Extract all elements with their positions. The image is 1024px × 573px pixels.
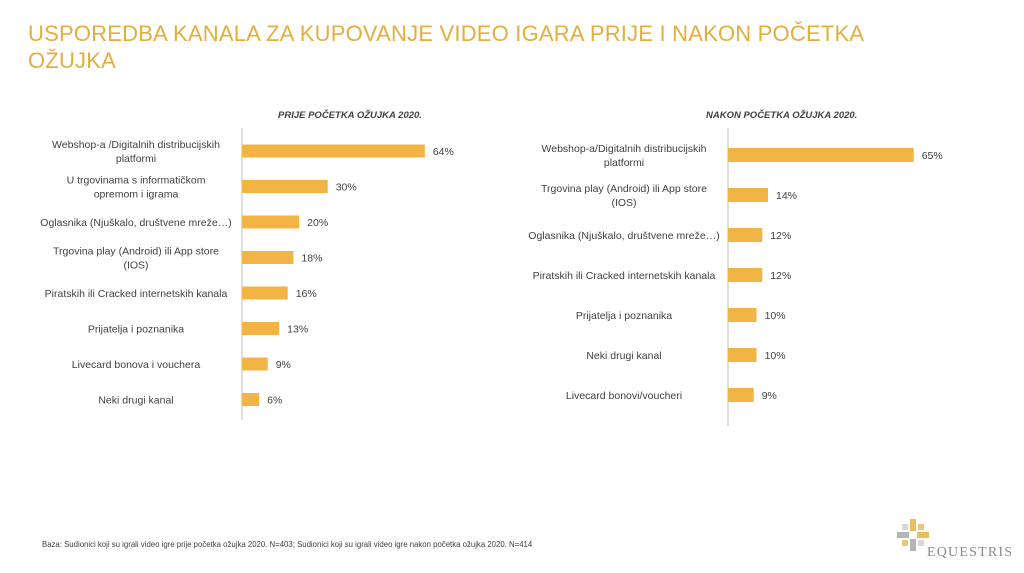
category-label: Piratskih ili Cracked internetskih kanal… bbox=[45, 288, 228, 300]
category-label: Trgovina play (Android) ili App store (IO… bbox=[53, 246, 219, 272]
bar-1-4 bbox=[728, 308, 757, 322]
chart-title-after: NAKON POČETKA OŽUJKA 2020. bbox=[706, 110, 858, 121]
chart-title-before: PRIJE POČETKA OŽUJKA 2020. bbox=[278, 110, 422, 121]
category-label: Neki drugi kanal bbox=[98, 395, 173, 407]
value-label: 9% bbox=[762, 390, 777, 402]
value-label: 13% bbox=[287, 324, 308, 336]
value-label: 20% bbox=[307, 217, 328, 229]
bar-0-6 bbox=[242, 357, 268, 371]
bar-1-6 bbox=[728, 388, 754, 402]
footnote: Baza: Sudionici koji su igrali video igr… bbox=[42, 540, 533, 549]
bar-0-3 bbox=[242, 251, 294, 264]
value-label: 10% bbox=[765, 350, 786, 362]
bar-0-5 bbox=[242, 322, 280, 335]
bar-1-5 bbox=[728, 348, 757, 362]
category-label: Livecard bonova i vouchera bbox=[72, 359, 201, 371]
category-label: Webshop-a /Digitalnih distribucijskih pla… bbox=[52, 139, 220, 165]
equestris-logo bbox=[897, 519, 929, 551]
category-label: Livecard bonovi/voucheri bbox=[566, 390, 682, 402]
value-label: 12% bbox=[770, 270, 791, 282]
bar-0-4 bbox=[242, 286, 288, 300]
category-label: Neki drugi kanal bbox=[586, 350, 661, 362]
value-label: 9% bbox=[276, 359, 291, 371]
value-label: 64% bbox=[433, 146, 454, 158]
category-label: Webshop-a/Digitalnih distribucijskih plat… bbox=[542, 143, 707, 169]
page-title: USPOREDBA KANALA ZA KUPOVANJE VIDEO IGAR… bbox=[28, 21, 863, 73]
value-label: 12% bbox=[770, 230, 791, 242]
chart-after: Webshop-a/Digitalnih distribucijskih plat… bbox=[528, 128, 943, 426]
category-label: Prijatelja i poznanika bbox=[88, 324, 184, 336]
bar-0-7 bbox=[242, 393, 260, 406]
category-label: Prijatelja i poznanika bbox=[576, 310, 672, 322]
chart-before: Webshop-a /Digitalnih distribucijskih pla… bbox=[40, 128, 454, 420]
bar-0-2 bbox=[242, 215, 300, 229]
bar-1-0 bbox=[728, 148, 914, 162]
value-label: 65% bbox=[922, 150, 943, 162]
value-label: 16% bbox=[296, 288, 317, 300]
category-label: Oglasnika (Njuškalo, društvene mreže…) bbox=[528, 230, 719, 242]
category-label: Oglasnika (Njuškalo, društvene mreže…) bbox=[40, 217, 231, 229]
compass-star-icon bbox=[897, 519, 929, 551]
value-label: 6% bbox=[267, 395, 282, 407]
value-label: 14% bbox=[776, 190, 797, 202]
bar-1-2 bbox=[728, 228, 763, 242]
bar-0-1 bbox=[242, 180, 328, 193]
category-label: U trgovinama s informatičkom opremom i ig… bbox=[67, 175, 206, 201]
logo-text: EQUESTRIS bbox=[927, 545, 1014, 560]
value-label: 10% bbox=[765, 310, 786, 322]
bar-0-0 bbox=[242, 144, 425, 158]
bar-1-3 bbox=[728, 268, 763, 282]
value-label: 18% bbox=[301, 253, 322, 265]
bar-1-1 bbox=[728, 188, 768, 202]
value-label: 30% bbox=[336, 182, 357, 194]
category-label: Piratskih ili Cracked internetskih kanal… bbox=[533, 270, 716, 282]
category-label: Trgovina play (Android) ili App store (IO… bbox=[541, 183, 707, 209]
